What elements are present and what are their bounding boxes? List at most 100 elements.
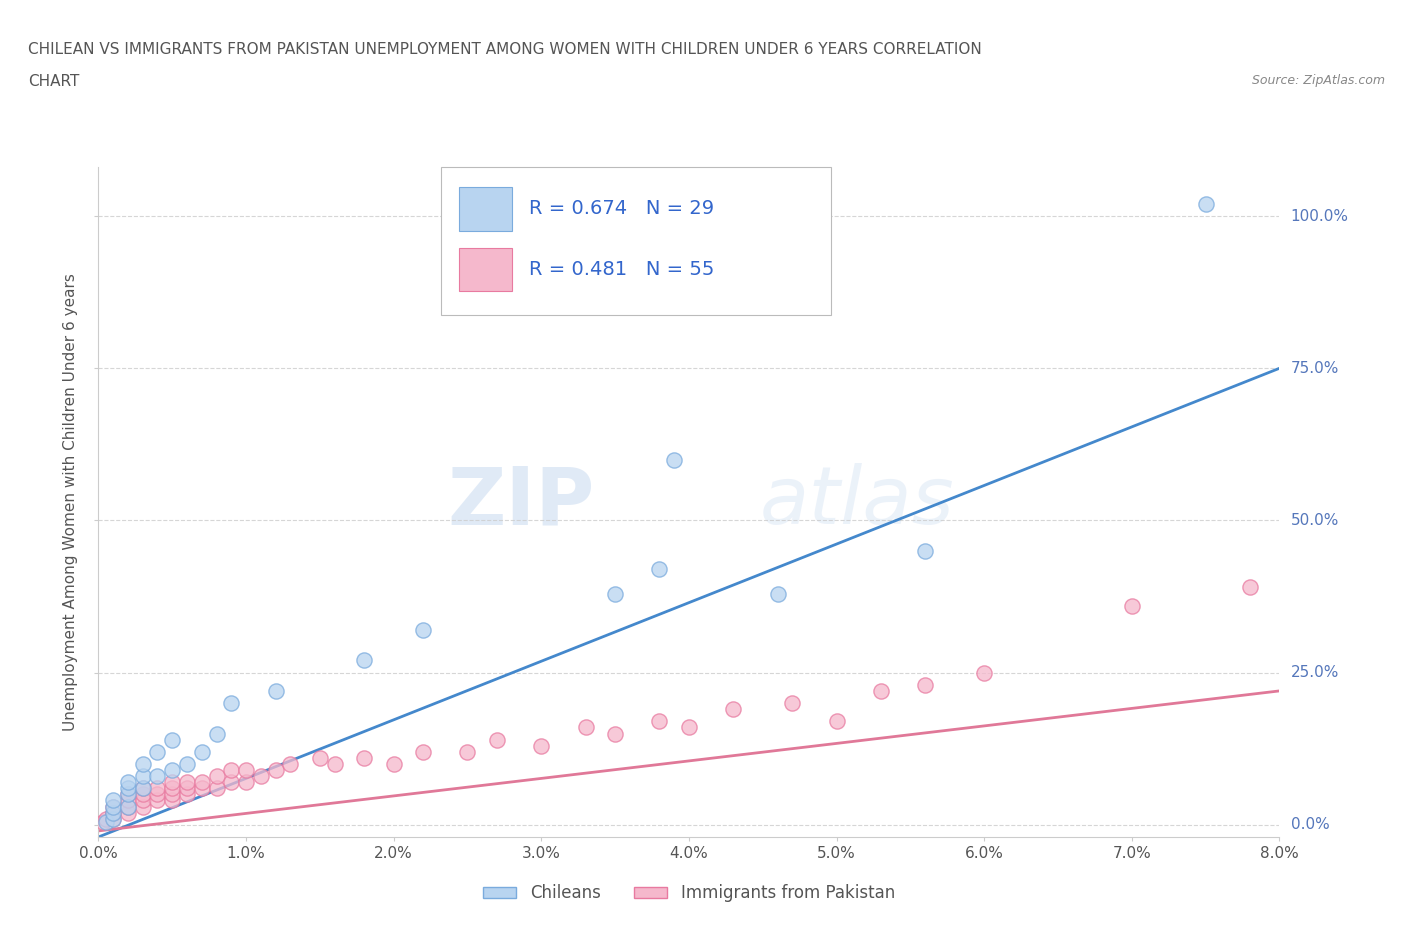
Point	[219, 696, 242, 711]
Bar	[458, 247, 512, 291]
Point	[132, 756, 155, 771]
Point	[264, 763, 287, 777]
Text: atlas: atlas	[759, 463, 955, 541]
Point	[219, 763, 242, 777]
Point	[264, 684, 287, 698]
Point	[219, 775, 242, 790]
Point	[605, 586, 627, 601]
Point	[103, 805, 124, 820]
Point	[103, 805, 124, 820]
Point	[132, 769, 155, 784]
Point	[191, 744, 214, 759]
Point	[235, 775, 257, 790]
Text: 25.0%: 25.0%	[1291, 665, 1339, 680]
Point	[323, 756, 346, 771]
Point	[648, 714, 671, 729]
FancyBboxPatch shape	[441, 167, 831, 314]
Point	[191, 775, 214, 790]
Point	[103, 799, 124, 814]
Point	[530, 738, 553, 753]
Point	[235, 763, 257, 777]
Point	[205, 726, 228, 741]
Point	[456, 744, 478, 759]
Point	[664, 452, 686, 467]
Point	[825, 714, 848, 729]
Point	[721, 702, 744, 717]
Point	[250, 769, 273, 784]
Point	[605, 726, 627, 741]
Text: 100.0%: 100.0%	[1291, 208, 1348, 223]
Point	[132, 793, 155, 808]
Point	[353, 653, 375, 668]
Point	[146, 744, 169, 759]
Point	[103, 811, 124, 826]
Text: CHART: CHART	[28, 74, 80, 89]
Text: 75.0%: 75.0%	[1291, 361, 1339, 376]
Point	[176, 781, 198, 796]
Point	[94, 811, 117, 826]
Y-axis label: Unemployment Among Women with Children Under 6 years: Unemployment Among Women with Children U…	[63, 273, 79, 731]
Text: Source: ZipAtlas.com: Source: ZipAtlas.com	[1251, 74, 1385, 87]
Point	[485, 732, 508, 747]
Point	[132, 781, 155, 796]
Text: ZIP: ZIP	[447, 463, 595, 541]
Text: R = 0.481   N = 55: R = 0.481 N = 55	[530, 259, 714, 279]
Point	[678, 720, 700, 735]
Point	[146, 793, 169, 808]
Point	[308, 751, 332, 765]
Text: R = 0.674   N = 29: R = 0.674 N = 29	[530, 199, 714, 219]
Text: 50.0%: 50.0%	[1291, 513, 1339, 528]
Point	[412, 744, 434, 759]
Point	[162, 763, 183, 777]
Bar	[458, 188, 512, 231]
Point	[146, 769, 169, 784]
Point	[132, 787, 155, 802]
Point	[574, 720, 596, 735]
Point	[117, 799, 139, 814]
Point	[117, 787, 139, 802]
Point	[205, 769, 228, 784]
Point	[117, 775, 139, 790]
Point	[278, 756, 301, 771]
Point	[191, 781, 214, 796]
Point	[914, 543, 936, 558]
Point	[91, 815, 114, 830]
Point	[94, 815, 117, 830]
Point	[132, 781, 155, 796]
Point	[176, 756, 198, 771]
Point	[103, 805, 124, 820]
Point	[1121, 598, 1143, 613]
Point	[176, 775, 198, 790]
Point	[117, 781, 139, 796]
Point	[132, 799, 155, 814]
Point	[1194, 196, 1216, 211]
Point	[162, 732, 183, 747]
Point	[1239, 580, 1261, 595]
Point	[162, 793, 183, 808]
Point	[869, 684, 891, 698]
Point	[117, 793, 139, 808]
Point	[382, 756, 405, 771]
Point	[103, 811, 124, 826]
Legend: Chileans, Immigrants from Pakistan: Chileans, Immigrants from Pakistan	[477, 878, 901, 909]
Point	[117, 805, 139, 820]
Point	[162, 787, 183, 802]
Point	[146, 787, 169, 802]
Point	[117, 787, 139, 802]
Point	[648, 562, 671, 577]
Point	[973, 665, 995, 680]
Point	[176, 787, 198, 802]
Text: 0.0%: 0.0%	[1291, 817, 1329, 832]
Point	[162, 781, 183, 796]
Point	[205, 781, 228, 796]
Point	[412, 622, 434, 637]
Point	[117, 799, 139, 814]
Point	[782, 696, 804, 711]
Point	[353, 751, 375, 765]
Point	[103, 793, 124, 808]
Point	[914, 677, 936, 692]
Point	[766, 586, 789, 601]
Point	[146, 781, 169, 796]
Point	[103, 799, 124, 814]
Text: CHILEAN VS IMMIGRANTS FROM PAKISTAN UNEMPLOYMENT AMONG WOMEN WITH CHILDREN UNDER: CHILEAN VS IMMIGRANTS FROM PAKISTAN UNEM…	[28, 42, 981, 57]
